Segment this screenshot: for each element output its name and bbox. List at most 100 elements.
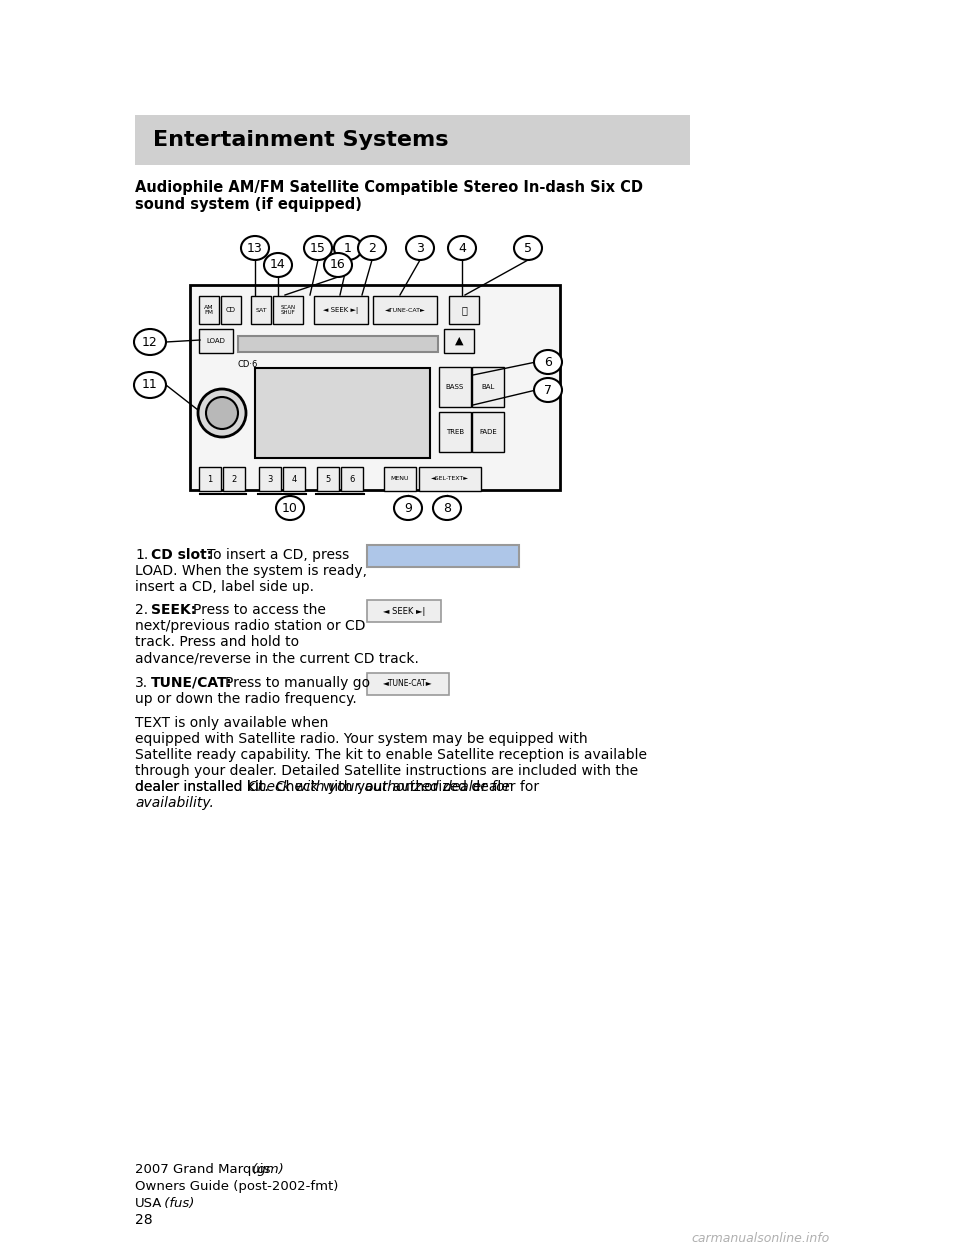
- Text: ◄TUNE-CAT►: ◄TUNE-CAT►: [385, 308, 425, 313]
- FancyBboxPatch shape: [259, 467, 281, 491]
- Text: 2: 2: [231, 474, 236, 483]
- Text: carmanualsonline.info: carmanualsonline.info: [692, 1232, 830, 1242]
- FancyBboxPatch shape: [367, 673, 449, 696]
- FancyBboxPatch shape: [341, 467, 363, 491]
- FancyBboxPatch shape: [439, 412, 471, 452]
- Text: ▲: ▲: [455, 337, 464, 347]
- Text: Audiophile AM/FM Satellite Compatible Stereo In-dash Six CD: Audiophile AM/FM Satellite Compatible St…: [135, 180, 643, 195]
- FancyBboxPatch shape: [314, 296, 368, 324]
- FancyBboxPatch shape: [367, 545, 519, 568]
- Text: ◄SEL-TEXT►: ◄SEL-TEXT►: [431, 477, 469, 482]
- Text: 1.: 1.: [135, 548, 148, 561]
- Text: Press to access the: Press to access the: [193, 604, 325, 617]
- Text: LOAD. When the system is ready,: LOAD. When the system is ready,: [135, 564, 367, 578]
- Text: USA: USA: [135, 1197, 162, 1210]
- FancyBboxPatch shape: [444, 329, 474, 353]
- Text: dealer installed kit.  Check with your authorized dealer for: dealer installed kit. Check with your au…: [135, 780, 540, 794]
- FancyBboxPatch shape: [251, 296, 271, 324]
- FancyBboxPatch shape: [199, 329, 233, 353]
- FancyBboxPatch shape: [199, 296, 219, 324]
- Ellipse shape: [264, 253, 292, 277]
- FancyBboxPatch shape: [238, 337, 438, 351]
- FancyBboxPatch shape: [449, 296, 479, 324]
- Text: 6: 6: [544, 355, 552, 369]
- Text: CD slot:: CD slot:: [151, 548, 212, 561]
- FancyBboxPatch shape: [221, 296, 241, 324]
- Text: 11: 11: [142, 379, 157, 391]
- Text: 7: 7: [544, 384, 552, 396]
- Text: 15: 15: [310, 241, 326, 255]
- Text: AM
FM: AM FM: [204, 306, 214, 314]
- Text: 12: 12: [142, 335, 157, 349]
- Text: 3: 3: [267, 474, 273, 483]
- Text: next/previous radio station or CD: next/previous radio station or CD: [135, 619, 366, 633]
- FancyBboxPatch shape: [273, 296, 303, 324]
- Ellipse shape: [534, 350, 562, 374]
- Text: BAL: BAL: [481, 384, 494, 390]
- Text: 📞: 📞: [461, 306, 467, 315]
- Ellipse shape: [448, 236, 476, 260]
- Text: Press to manually go: Press to manually go: [225, 676, 371, 691]
- FancyBboxPatch shape: [439, 366, 471, 407]
- Text: track. Press and hold to: track. Press and hold to: [135, 635, 300, 650]
- Ellipse shape: [304, 236, 332, 260]
- Text: through your dealer. Detailed Satellite instructions are included with the: through your dealer. Detailed Satellite …: [135, 764, 638, 777]
- Text: 9: 9: [404, 502, 412, 514]
- Text: SEEK:: SEEK:: [151, 604, 196, 617]
- Circle shape: [198, 389, 246, 437]
- FancyBboxPatch shape: [373, 296, 437, 324]
- Circle shape: [206, 397, 238, 428]
- Text: TREB: TREB: [446, 428, 464, 435]
- Text: sound system (if equipped): sound system (if equipped): [135, 197, 362, 212]
- Text: equipped with Satellite radio. Your system may be equipped with: equipped with Satellite radio. Your syst…: [135, 732, 588, 746]
- FancyBboxPatch shape: [419, 467, 481, 491]
- Text: TUNE/CAT:: TUNE/CAT:: [151, 676, 232, 691]
- Text: up or down the radio frequency.: up or down the radio frequency.: [135, 692, 357, 705]
- Text: CD·6: CD·6: [238, 360, 258, 369]
- Ellipse shape: [534, 378, 562, 402]
- Ellipse shape: [433, 496, 461, 520]
- Text: 3: 3: [416, 241, 424, 255]
- Text: CD: CD: [226, 307, 236, 313]
- Text: 13: 13: [247, 241, 263, 255]
- Text: ◄TUNE-CAT►: ◄TUNE-CAT►: [383, 679, 433, 688]
- FancyBboxPatch shape: [255, 368, 430, 458]
- Text: 10: 10: [282, 502, 298, 514]
- Text: 2007 Grand Marquis: 2007 Grand Marquis: [135, 1163, 271, 1176]
- Ellipse shape: [134, 329, 166, 355]
- Text: Owners Guide (post-2002-fmt): Owners Guide (post-2002-fmt): [135, 1180, 338, 1194]
- Text: 28: 28: [135, 1213, 153, 1227]
- Text: 2.: 2.: [135, 604, 148, 617]
- Text: 1: 1: [344, 241, 352, 255]
- Text: MENU: MENU: [391, 477, 409, 482]
- FancyBboxPatch shape: [135, 116, 690, 165]
- Text: 4: 4: [292, 474, 297, 483]
- Text: 3.: 3.: [135, 676, 148, 691]
- Text: (fus): (fus): [160, 1197, 194, 1210]
- Ellipse shape: [406, 236, 434, 260]
- Text: Satellite ready capability. The kit to enable Satellite reception is available: Satellite ready capability. The kit to e…: [135, 748, 647, 763]
- FancyBboxPatch shape: [190, 284, 560, 491]
- Ellipse shape: [394, 496, 422, 520]
- Text: 8: 8: [443, 502, 451, 514]
- Text: 6: 6: [349, 474, 354, 483]
- Ellipse shape: [241, 236, 269, 260]
- Text: Check with your authorized dealer for: Check with your authorized dealer for: [248, 780, 511, 794]
- Text: 4: 4: [458, 241, 466, 255]
- Text: insert a CD, label side up.: insert a CD, label side up.: [135, 580, 314, 594]
- Text: dealer installed kit.: dealer installed kit.: [135, 780, 274, 794]
- Text: 1: 1: [207, 474, 212, 483]
- Text: Entertainment Systems: Entertainment Systems: [153, 130, 448, 150]
- Text: SCAN
SHUF: SCAN SHUF: [280, 306, 296, 314]
- FancyBboxPatch shape: [472, 366, 504, 407]
- FancyBboxPatch shape: [384, 467, 416, 491]
- Text: advance/reverse in the current CD track.: advance/reverse in the current CD track.: [135, 651, 419, 664]
- Text: ◄ SEEK ►|: ◄ SEEK ►|: [324, 307, 359, 313]
- Ellipse shape: [514, 236, 542, 260]
- Text: 5: 5: [524, 241, 532, 255]
- FancyBboxPatch shape: [199, 467, 221, 491]
- Ellipse shape: [334, 236, 362, 260]
- Text: SAT: SAT: [255, 308, 267, 313]
- FancyBboxPatch shape: [283, 467, 305, 491]
- FancyBboxPatch shape: [317, 467, 339, 491]
